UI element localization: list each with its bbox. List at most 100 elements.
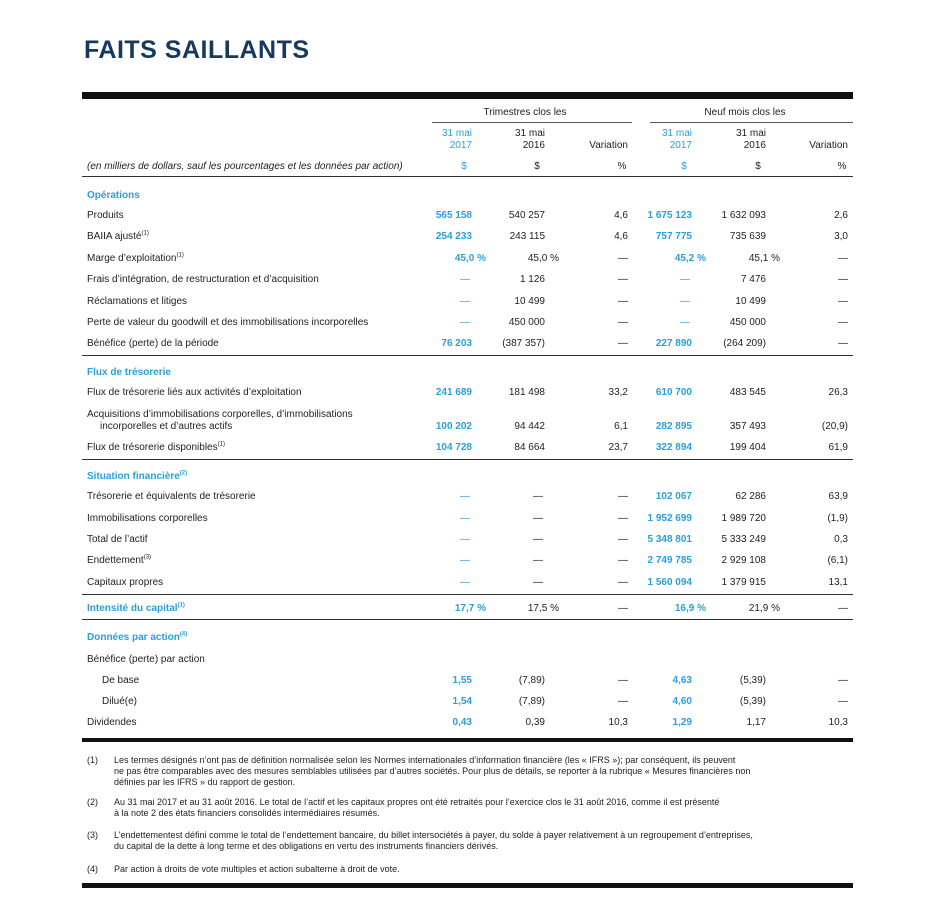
footnote-text: Les termes désignés n’ont pas de définit…	[114, 755, 736, 765]
cell-col2: 17,5 %	[527, 603, 559, 614]
cell-col6: —	[838, 675, 848, 686]
section-operations: Opérations	[87, 190, 140, 201]
row-label-text: Bénéfice (perte) de la période	[87, 338, 219, 349]
row-label: De base	[102, 675, 139, 687]
column-header-4: $	[681, 161, 687, 172]
cell-col3: 4,6	[614, 210, 628, 221]
cell-col3: —	[618, 317, 628, 328]
row-label-text: Flux de trésorerie liés aux activités d’…	[87, 387, 302, 398]
column-header-3: %	[617, 161, 627, 172]
cell-col3: —	[618, 603, 628, 614]
cell-col6: —	[838, 296, 848, 307]
cell-col6: —	[838, 253, 848, 264]
cell-col6: (20,9)	[821, 421, 848, 432]
header-group-ninemonths: Neuf mois clos les	[704, 107, 786, 118]
footnote-text: à la note 2 des états financiers consoli…	[114, 808, 380, 818]
cell-col2: (7,89)	[518, 675, 545, 686]
row-label: Endettement(3)	[87, 555, 151, 567]
row-label-footnote-ref: (3)	[143, 554, 152, 561]
cell-col3: —	[618, 296, 628, 307]
row-label-text: Marge d’exploitation	[87, 253, 177, 264]
cell-col2: —	[533, 555, 543, 566]
row-label: Trésorerie et équivalents de trésorerie	[87, 491, 256, 503]
column-header-4: 2017	[669, 140, 692, 151]
cell-col5: 1 632 093	[721, 210, 767, 221]
cell-col5: (264 209)	[723, 338, 766, 349]
cell-col6: 3,0	[834, 231, 848, 242]
cell-col6: 26,3	[828, 387, 848, 398]
column-header-1: 2017	[449, 140, 472, 151]
header-group-quarter: Trimestres clos les	[483, 107, 567, 118]
cell-col2: 0,39	[525, 717, 545, 728]
footnote-text: Au 31 mai 2017 et au 31 août 2016. Le to…	[114, 797, 720, 807]
cell-col3: —	[618, 577, 628, 588]
cell-col4: 610 700	[655, 387, 692, 398]
cell-col4: 282 895	[655, 421, 692, 432]
cell-col4: 16,9 %	[674, 603, 706, 614]
row-label-text: Trésorerie et équivalents de trésorerie	[87, 491, 256, 502]
column-header-1: 31 mai	[441, 128, 472, 139]
row-label: Dilué(e)	[102, 696, 137, 708]
cell-col5: (5,39)	[739, 675, 766, 686]
footnote-number: (3)	[87, 830, 98, 840]
row-label-text: Produits	[87, 210, 124, 221]
column-header-6: %	[837, 161, 847, 172]
bottom-rule	[82, 883, 853, 888]
cell-col5: 62 286	[735, 491, 766, 502]
cell-col4: 322 894	[655, 442, 692, 453]
cell-col5: 1 379 915	[721, 577, 767, 588]
cell-col1: —	[460, 317, 470, 328]
row-label-footnote-ref: (1)	[141, 230, 149, 237]
cell-col5: 357 493	[729, 421, 766, 432]
cell-col5: 2 929 108	[721, 555, 767, 566]
cell-col3: 4,6	[614, 231, 628, 242]
cell-col3: —	[618, 513, 628, 524]
cell-col6: (6,1)	[827, 555, 848, 566]
row-label: Frais d’intégration, de restructuration …	[87, 274, 319, 286]
cell-col4: 1 675 123	[647, 210, 693, 221]
row-label: Produits	[87, 210, 124, 222]
row-label: Perte de valeur du goodwill et des immob…	[87, 317, 368, 329]
cell-col6: 10,3	[828, 717, 848, 728]
row-label-text: Dividendes	[87, 717, 137, 728]
cell-col2: 84 664	[514, 442, 545, 453]
cell-col4: —	[680, 274, 690, 285]
cell-col4: 4,63	[672, 675, 692, 686]
cell-col3: —	[618, 338, 628, 349]
cell-col1: —	[460, 513, 470, 524]
cell-col1: —	[460, 555, 470, 566]
cell-col4: 2 749 785	[647, 555, 693, 566]
cell-col1: 0,43	[452, 717, 472, 728]
cell-col3: —	[618, 675, 628, 686]
units-note: (en milliers de dollars, sauf les pource…	[87, 161, 403, 172]
column-header-5: $	[755, 161, 761, 172]
section-donnees: Données par action(4)	[87, 631, 188, 643]
row-label: Dividendes	[87, 717, 136, 729]
cell-col2: (7,89)	[518, 696, 545, 707]
section-rule	[82, 459, 853, 460]
cell-col3: —	[618, 555, 628, 566]
row-label-text: Acquisitions d’immobilisations corporell…	[87, 409, 353, 420]
footnote-text: L’endettementest défini comme le total d…	[114, 830, 753, 840]
cell-col2: —	[533, 491, 543, 502]
cell-col6: —	[838, 338, 848, 349]
cell-col4: —	[680, 296, 690, 307]
page-title: FAITS SAILLANTS	[84, 36, 310, 64]
cell-col3: 33,2	[608, 387, 628, 398]
cell-col5: 21,9 %	[748, 603, 780, 614]
cell-col5: 450 000	[729, 317, 766, 328]
cell-col6: —	[838, 317, 848, 328]
row-label-text: Flux de trésorerie disponibles	[87, 442, 218, 453]
cell-col3: —	[618, 534, 628, 545]
cell-col1: —	[460, 296, 470, 307]
row-label: BAIIA ajusté(1)	[87, 231, 149, 243]
cell-col6: —	[838, 696, 848, 707]
cell-col1: 565 158	[435, 210, 472, 221]
cell-col3: —	[618, 274, 628, 285]
footnote-number: (2)	[87, 797, 98, 807]
footnote-text: définies par les IFRS » du rapport de ge…	[114, 777, 296, 787]
cell-col1: 104 728	[435, 442, 472, 453]
row-label: Réclamations et litiges	[87, 296, 187, 308]
row-label: Capitaux propres	[87, 577, 163, 589]
column-header-1: $	[461, 161, 467, 172]
